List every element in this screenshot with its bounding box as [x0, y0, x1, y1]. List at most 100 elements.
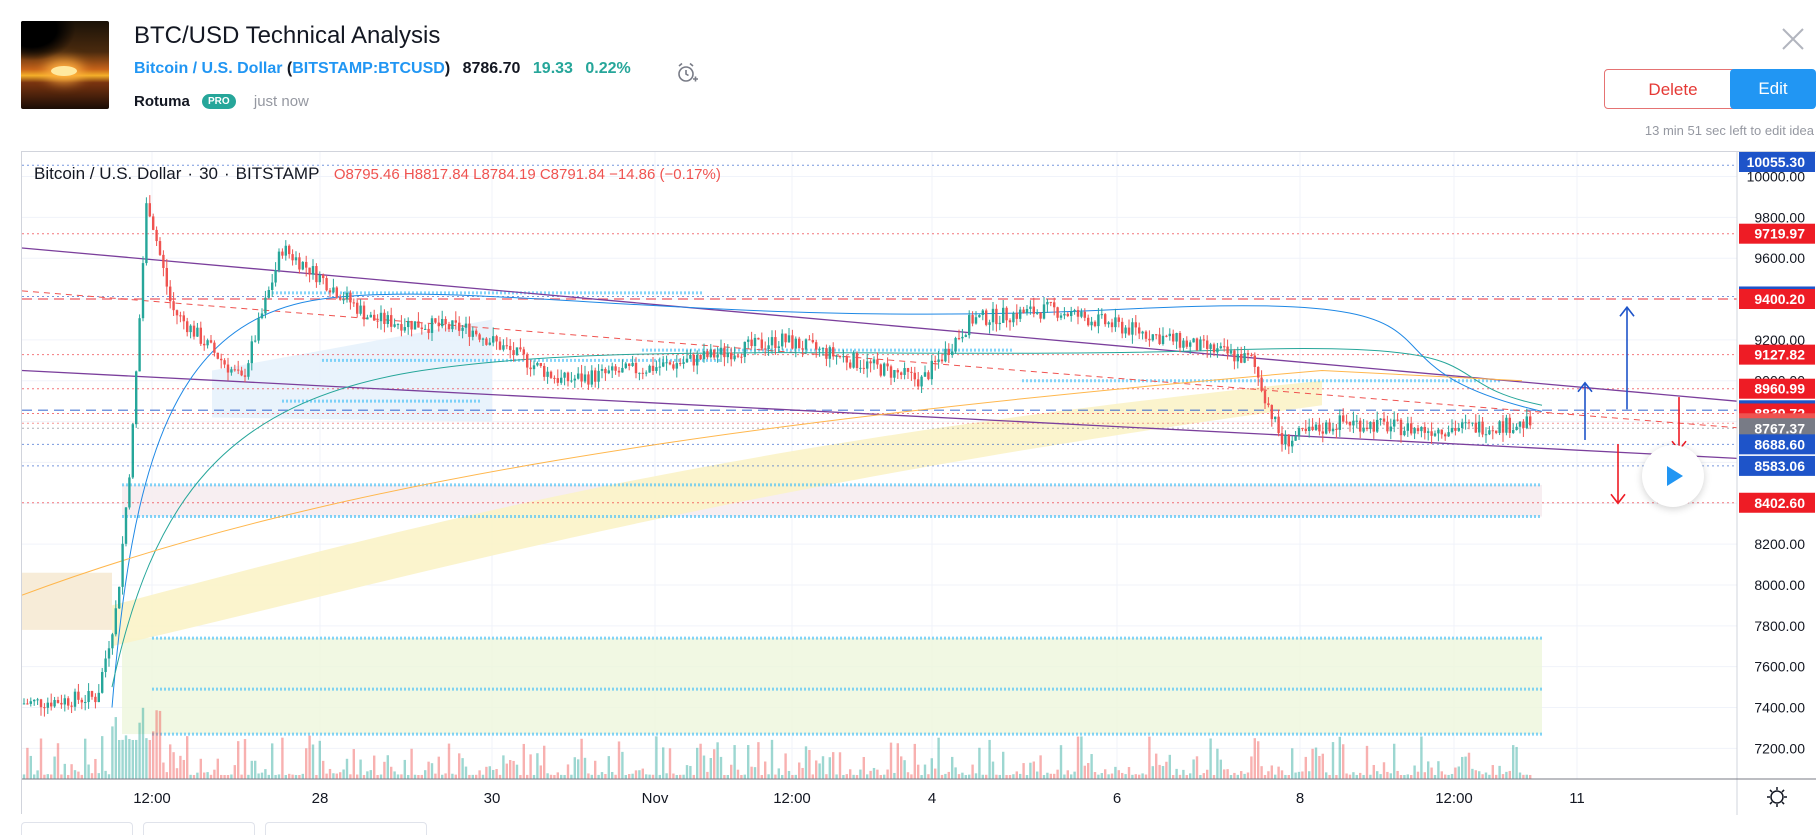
candle-body	[1236, 354, 1239, 362]
volume-bar	[97, 773, 100, 779]
candle-body	[1002, 307, 1005, 323]
candle-body	[957, 338, 961, 340]
candle-body	[903, 368, 906, 375]
candle-body	[923, 372, 927, 377]
volume-bar	[1393, 743, 1396, 779]
volume-bar	[199, 758, 202, 779]
volume-bar	[1467, 752, 1471, 779]
volume-bar	[876, 769, 879, 779]
bottom-tab-1[interactable]	[21, 822, 133, 835]
candle-body	[1104, 314, 1107, 325]
volume-bar	[590, 774, 593, 779]
time-tick-label: Nov	[642, 790, 669, 807]
volume-bar	[315, 774, 318, 779]
candle-body	[1471, 422, 1474, 424]
volume-bar	[1515, 746, 1518, 779]
volume-profile-zone	[212, 319, 492, 422]
delete-button[interactable]: Delete	[1604, 69, 1742, 109]
volume-bar	[1413, 765, 1416, 779]
chart-settings-icon[interactable]	[1770, 790, 1784, 804]
candle-body	[339, 297, 342, 300]
volume-bar	[393, 771, 396, 779]
candle-body	[1263, 390, 1267, 404]
volume-bar	[1318, 755, 1321, 779]
candle-body	[1308, 426, 1311, 432]
candle-body	[1413, 428, 1416, 434]
candle-body	[1257, 366, 1260, 378]
volume-bar	[1379, 774, 1382, 779]
candle-body	[131, 424, 134, 478]
time-tick-label: 28	[312, 790, 329, 807]
volume-bar	[1335, 775, 1338, 779]
idea-header: BTC/USD Technical Analysis Bitcoin / U.S…	[0, 0, 1816, 150]
candle-body	[665, 362, 668, 364]
volume-bar	[294, 774, 298, 779]
candle-body	[1314, 424, 1318, 430]
candle-body	[580, 373, 583, 382]
price-tick-label: 7400.00	[1754, 700, 1805, 716]
candle-body	[862, 367, 865, 369]
close-icon[interactable]	[1780, 26, 1806, 52]
candle-body	[366, 317, 369, 320]
candle-body	[583, 374, 587, 382]
volume-bar	[104, 770, 107, 779]
candle-body	[172, 301, 175, 311]
candle-body	[614, 366, 617, 371]
candle-body	[335, 287, 338, 298]
candle-body	[1127, 327, 1131, 335]
volume-bar	[1046, 772, 1049, 779]
volume-bar	[39, 738, 43, 779]
symbol-code-link[interactable]: BITSTAMP:BTCUSD	[292, 60, 445, 77]
volume-bar	[1151, 766, 1154, 779]
candle-body	[570, 380, 573, 382]
volume-bar	[94, 758, 97, 779]
author-avatar[interactable]	[21, 21, 109, 109]
candle-body	[1355, 420, 1358, 422]
volume-bar	[233, 765, 236, 779]
symbol-name-link[interactable]: Bitcoin / U.S. Dollar	[134, 60, 283, 77]
candle-body	[617, 370, 621, 373]
volume-bar	[226, 774, 230, 779]
volume-bar	[417, 774, 420, 779]
candle-body	[1199, 339, 1202, 351]
candle-body	[1080, 311, 1083, 317]
chart-canvas[interactable]: 10000.009800.009600.009400.009200.009000…	[22, 152, 1816, 815]
candle-body	[964, 335, 967, 337]
volume-bar	[529, 754, 532, 779]
price-axis-badge-label: 8583.06	[1754, 458, 1805, 474]
candle-body	[199, 327, 202, 344]
volume-bar	[594, 760, 597, 779]
volume-bar	[471, 774, 474, 779]
volume-bar	[373, 755, 376, 779]
volume-bar	[1495, 774, 1498, 779]
bottom-tab-3[interactable]	[265, 822, 427, 835]
candle-body	[288, 245, 291, 255]
volume-bar	[1399, 774, 1403, 779]
volume-bar	[36, 770, 39, 779]
volume-bar	[1291, 748, 1294, 779]
volume-bar	[1100, 773, 1103, 779]
edit-button[interactable]: Edit	[1730, 69, 1816, 109]
volume-bar	[1416, 771, 1420, 779]
price-chart[interactable]: 10000.009800.009600.009400.009200.009000…	[21, 151, 1816, 815]
volume-bar	[1280, 770, 1284, 779]
volume-bar	[611, 771, 614, 779]
volume-bar	[155, 710, 158, 779]
play-replay-button[interactable]	[1642, 445, 1704, 507]
bottom-tab-2[interactable]	[143, 822, 255, 835]
volume-bar	[434, 773, 437, 779]
candle-body	[1280, 433, 1284, 445]
volume-bar	[1461, 756, 1464, 779]
candle-body	[186, 321, 189, 333]
volume-bar	[692, 774, 695, 779]
candle-body	[291, 254, 294, 261]
candle-body	[1399, 419, 1403, 436]
volume-bar	[220, 774, 223, 779]
channel-mid-line	[22, 290, 1738, 429]
volume-bar	[1447, 774, 1450, 779]
candle-body	[1019, 309, 1022, 319]
volume-bar	[461, 758, 464, 779]
add-alert-icon[interactable]	[675, 61, 699, 85]
volume-bar	[597, 774, 600, 779]
author-name[interactable]: Rotuma	[134, 93, 190, 110]
